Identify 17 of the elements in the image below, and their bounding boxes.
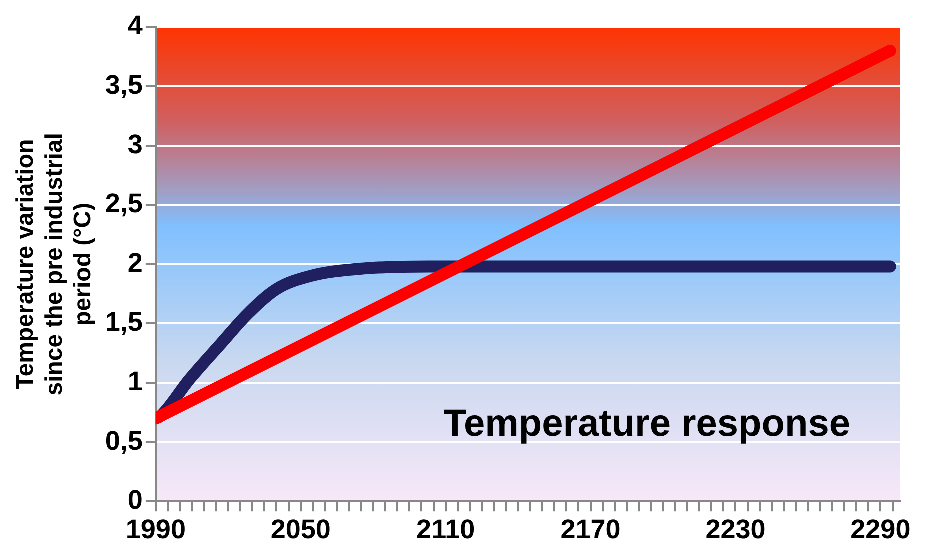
- y-tick-label: 3: [128, 129, 143, 160]
- x-tick-label: 2170: [560, 514, 621, 544]
- y-tick-label: 1: [128, 366, 143, 396]
- y-axis-title: Temperature variation since the pre industrial period (°C): [12, 133, 97, 396]
- y-tick-label: 4: [128, 10, 143, 41]
- y-tick-label: 1,5: [105, 307, 143, 338]
- x-tick-label: 1990: [126, 514, 186, 544]
- y-tick-label: 0: [128, 485, 143, 516]
- x-tick-label: 2110: [416, 514, 476, 544]
- y-tick-label: 3,5: [105, 70, 143, 100]
- annotation: Temperature response: [444, 403, 850, 446]
- y-tick-label: 0,5: [105, 426, 143, 456]
- x-tick-label: 2230: [706, 514, 766, 544]
- y-tick-label: 2,5: [105, 188, 143, 219]
- x-tick-label: 2290: [850, 514, 911, 544]
- x-tick-label: 2050: [270, 514, 331, 544]
- y-tick-label: 2: [128, 248, 143, 278]
